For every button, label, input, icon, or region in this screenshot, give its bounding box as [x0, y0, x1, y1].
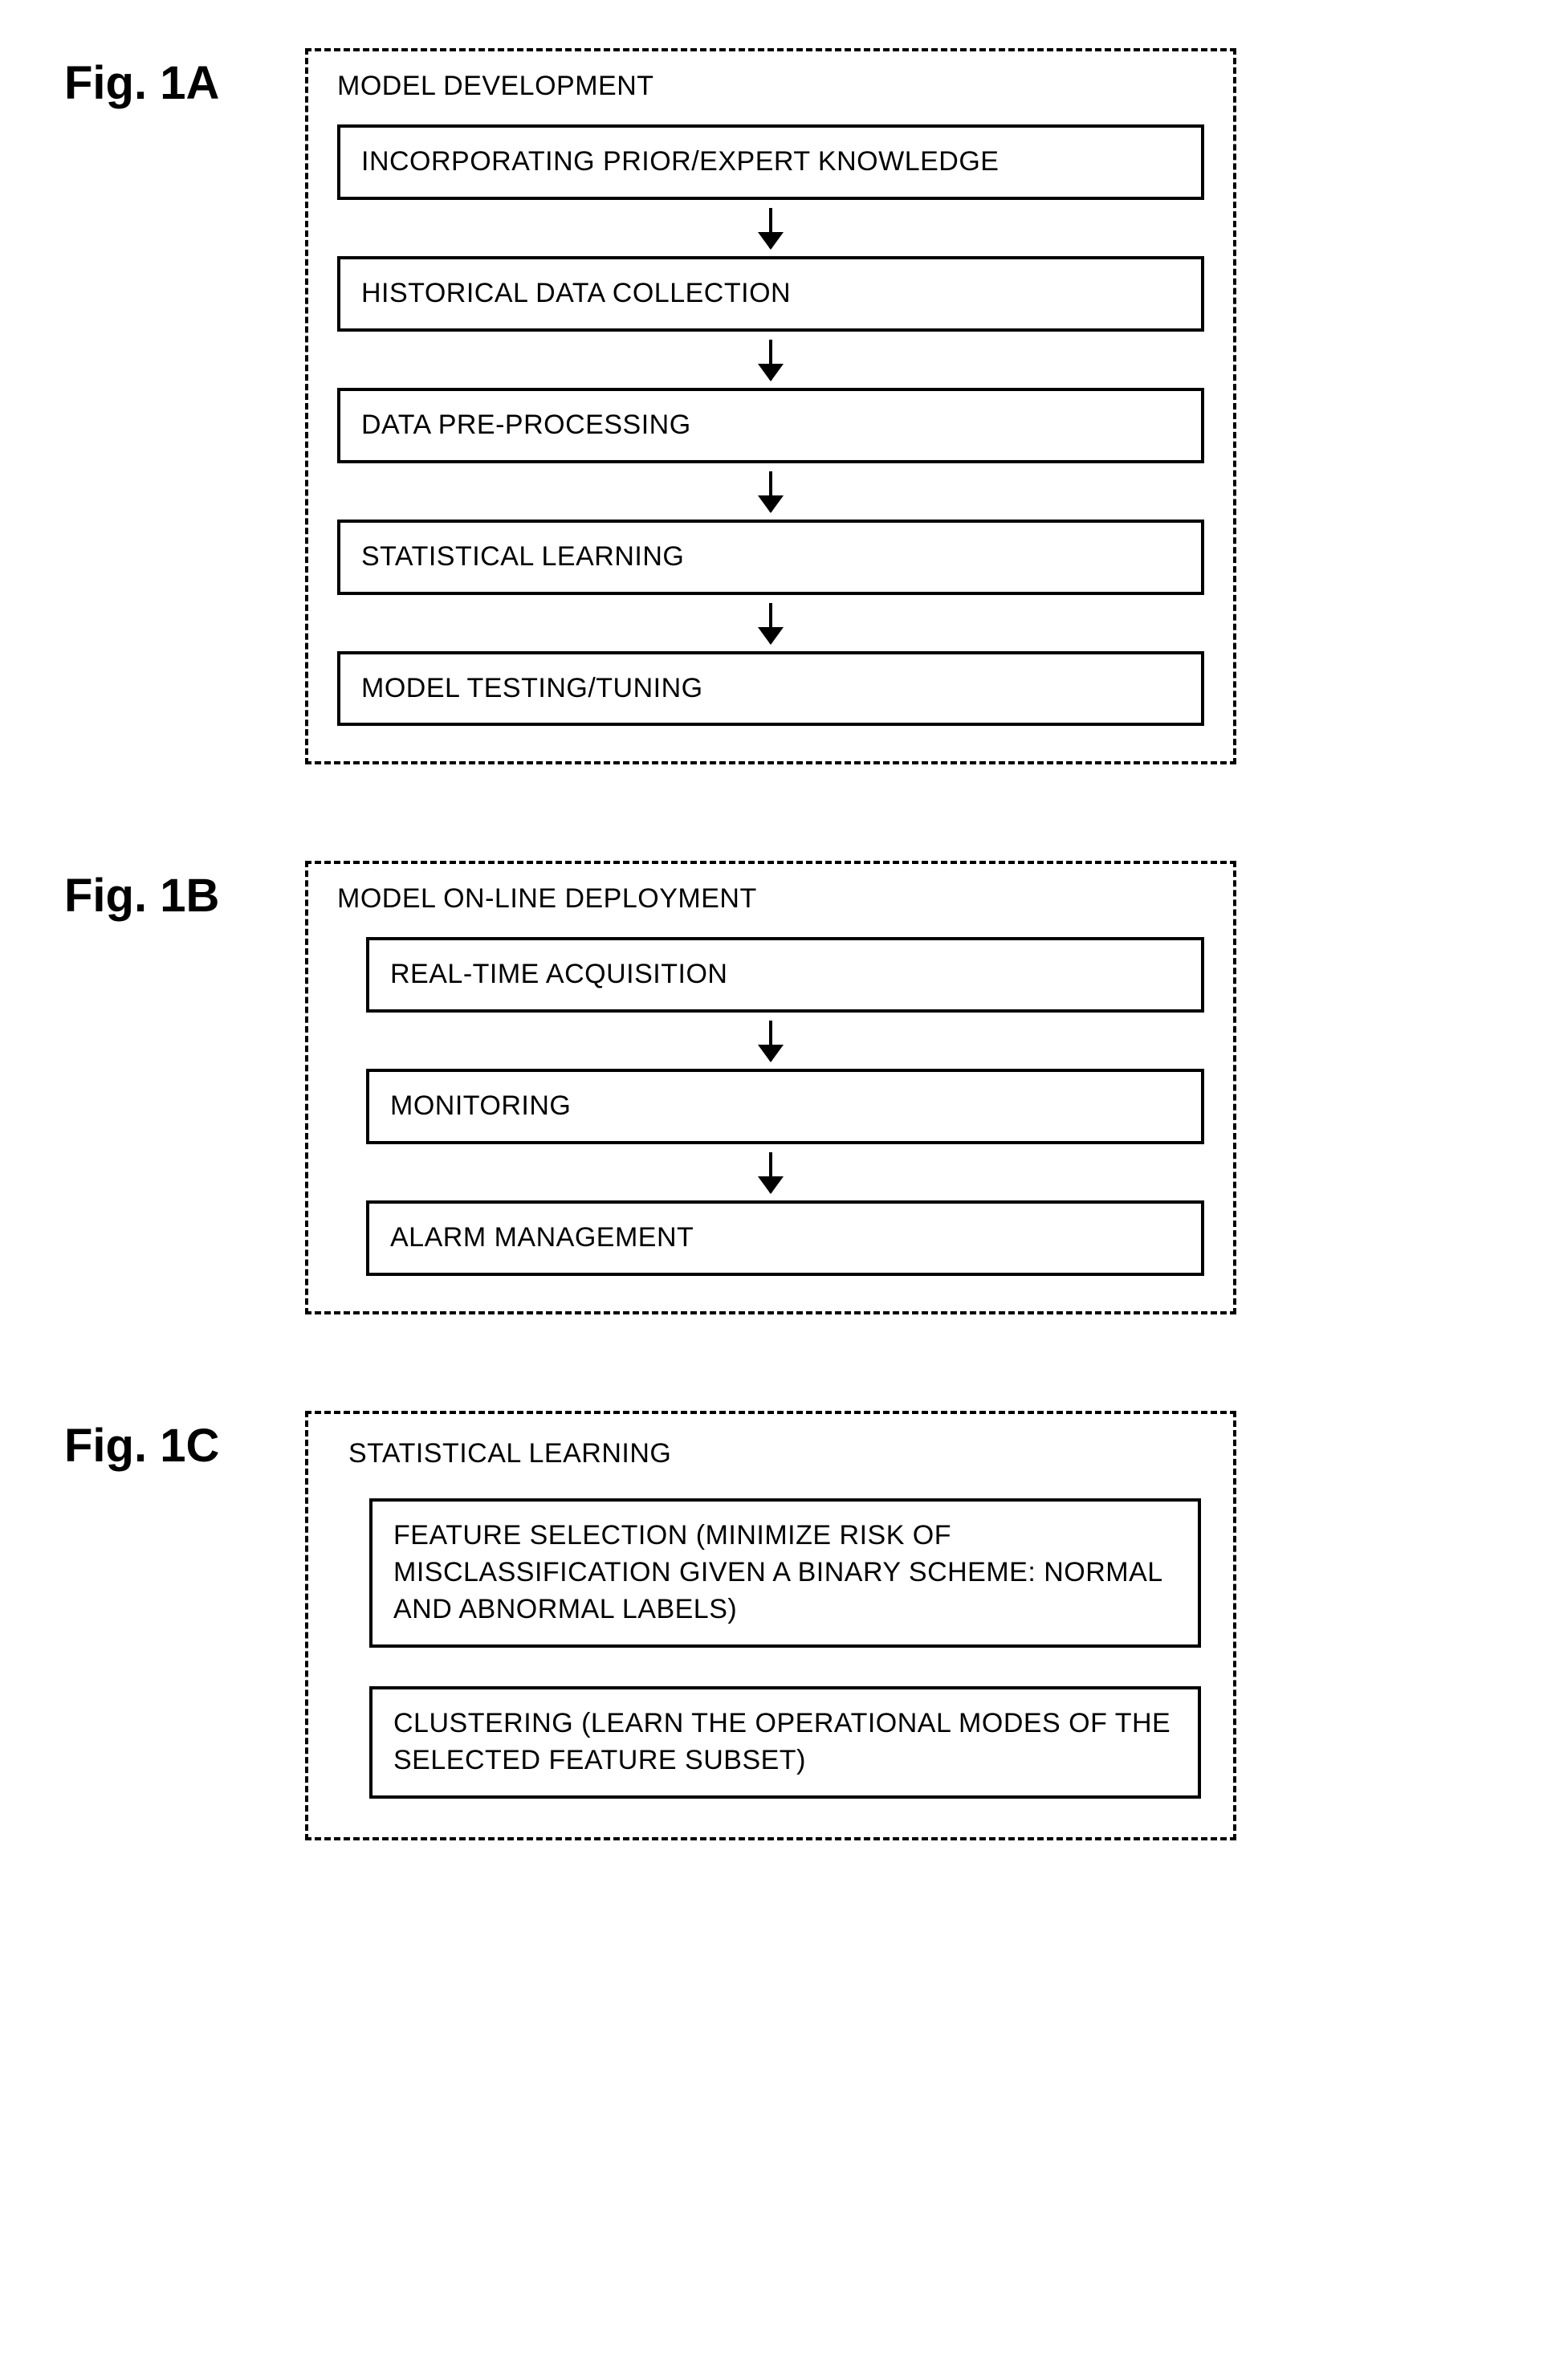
- figure-1a-title: MODEL DEVELOPMENT: [337, 71, 1204, 102]
- arrow: [337, 332, 1204, 388]
- figure-1b-label: Fig. 1B: [64, 861, 305, 923]
- fig1a-step-3: DATA PRE-PROCESSING: [337, 388, 1204, 463]
- figure-1a-container: MODEL DEVELOPMENT INCORPORATING PRIOR/EX…: [305, 48, 1236, 764]
- fig1a-step-4: STATISTICAL LEARNING: [337, 520, 1204, 595]
- arrow: [337, 1144, 1204, 1200]
- figure-1c-title: STATISTICAL LEARNING: [348, 1438, 1201, 1469]
- figure-1a-label: Fig. 1A: [64, 48, 305, 110]
- figure-1b-title: MODEL ON-LINE DEPLOYMENT: [337, 883, 1204, 915]
- fig1a-step-2: HISTORICAL DATA COLLECTION: [337, 256, 1204, 332]
- fig1c-step-1: FEATURE SELECTION (MINIMIZE RISK OF MISC…: [369, 1498, 1201, 1648]
- spacer: [340, 1648, 1201, 1686]
- fig1b-step-3: ALARM MANAGEMENT: [366, 1200, 1204, 1276]
- arrow: [337, 1013, 1204, 1069]
- arrow: [337, 463, 1204, 520]
- figure-1c-row: Fig. 1C STATISTICAL LEARNING FEATURE SEL…: [64, 1411, 1479, 1840]
- fig1a-step-5: MODEL TESTING/TUNING: [337, 651, 1204, 727]
- figure-1c-container: STATISTICAL LEARNING FEATURE SELECTION (…: [305, 1411, 1236, 1840]
- arrow: [337, 595, 1204, 651]
- fig1b-step-1: REAL-TIME ACQUISITION: [366, 937, 1204, 1013]
- figure-1b-container: MODEL ON-LINE DEPLOYMENT REAL-TIME ACQUI…: [305, 861, 1236, 1314]
- fig1a-step-1: INCORPORATING PRIOR/EXPERT KNOWLEDGE: [337, 124, 1204, 200]
- arrow: [337, 200, 1204, 256]
- figure-1a-row: Fig. 1A MODEL DEVELOPMENT INCORPORATING …: [64, 48, 1479, 764]
- fig1b-step-2: MONITORING: [366, 1069, 1204, 1144]
- figure-1c-label: Fig. 1C: [64, 1411, 305, 1473]
- fig1c-step-2: CLUSTERING (LEARN THE OPERATIONAL MODES …: [369, 1686, 1201, 1799]
- figure-1b-row: Fig. 1B MODEL ON-LINE DEPLOYMENT REAL-TI…: [64, 861, 1479, 1314]
